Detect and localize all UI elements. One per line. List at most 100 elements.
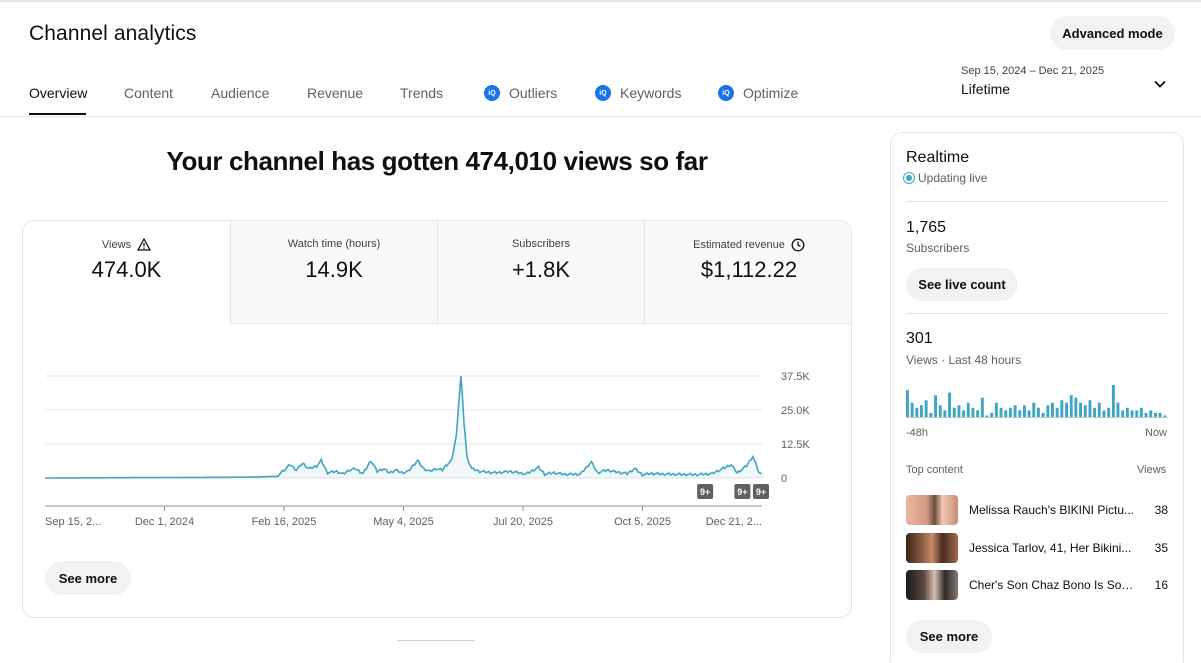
realtime-bar bbox=[1111, 385, 1115, 418]
tab-revenue[interactable]: Revenue bbox=[307, 84, 363, 102]
realtime-bar-chart[interactable] bbox=[906, 383, 1168, 418]
realtime-bar bbox=[910, 402, 914, 418]
realtime-bar bbox=[1055, 407, 1059, 418]
realtime-bar bbox=[1125, 407, 1129, 418]
metric-tab-subscribers[interactable]: Subscribers +1.8K bbox=[437, 221, 644, 324]
realtime-see-more-button[interactable]: See more bbox=[906, 620, 992, 653]
tab-keywords[interactable]: iQ Keywords bbox=[595, 84, 681, 102]
tab-content[interactable]: Content bbox=[124, 84, 173, 102]
views-line-chart[interactable]: 37.5K 25.0K 12.5K 0 Sep 15, 2... Dec 1, 2024 F… bbox=[23, 324, 852, 534]
realtime-bar bbox=[990, 412, 994, 418]
metric-value: +1.8K bbox=[511, 257, 571, 282]
realtime-bar bbox=[1144, 412, 1148, 418]
warning-icon[interactable] bbox=[137, 238, 152, 251]
realtime-bar bbox=[1163, 415, 1167, 418]
realtime-bar bbox=[1130, 410, 1134, 418]
tab-overview[interactable]: Overview bbox=[29, 84, 87, 102]
realtime-bar bbox=[1051, 402, 1054, 418]
metric-label: Subscribers bbox=[438, 238, 644, 250]
tab-label: Optimize bbox=[743, 85, 799, 101]
realtime-bar bbox=[1107, 407, 1111, 418]
top-content-row[interactable]: Jessica Tarlov, 41, Her Bikini... 35 bbox=[906, 533, 1168, 563]
realtime-card: Realtime Updating live 1,765 Subscribers… bbox=[890, 132, 1184, 663]
realtime-bar bbox=[1083, 405, 1087, 418]
realtime-bar bbox=[1060, 400, 1064, 418]
live-status: Updating live bbox=[903, 171, 987, 185]
subscribers-count: 1,765 bbox=[906, 219, 947, 236]
realtime-bar bbox=[943, 410, 947, 418]
realtime-bar bbox=[1008, 407, 1012, 418]
realtime-bar bbox=[1023, 405, 1026, 418]
publish-marker-label: 9+ bbox=[737, 487, 747, 497]
publish-marker-label: 9+ bbox=[756, 487, 766, 497]
realtime-bar bbox=[966, 402, 970, 418]
top-content-row[interactable]: Melissa Rauch's BIKINI Pictu... 38 bbox=[906, 495, 1168, 525]
x-tick-label: May 4, 2025 bbox=[373, 516, 434, 528]
realtime-bar bbox=[920, 405, 923, 418]
y-tick-label: 0 bbox=[781, 473, 787, 485]
realtime-bar bbox=[948, 392, 951, 418]
clock-icon[interactable] bbox=[791, 238, 805, 252]
publish-marker-box bbox=[734, 484, 751, 499]
tab-label: Revenue bbox=[307, 85, 364, 101]
realtime-bar bbox=[976, 410, 980, 418]
iq-badge-icon: iQ bbox=[595, 85, 611, 101]
metric-label-text: Views bbox=[101, 238, 132, 251]
realtime-bar bbox=[934, 395, 937, 418]
tab-optimize[interactable]: iQ Optimize bbox=[718, 84, 798, 102]
publish-marker-label: 9+ bbox=[700, 487, 710, 497]
video-thumbnail bbox=[906, 570, 958, 600]
realtime-bar bbox=[1018, 410, 1022, 418]
subscribers-label: Subscribers bbox=[906, 241, 970, 255]
chevron-down-icon[interactable] bbox=[1153, 77, 1167, 91]
views-series-line bbox=[45, 375, 763, 479]
realtime-bar bbox=[1088, 400, 1092, 418]
advanced-mode-button[interactable]: Advanced mode bbox=[1050, 16, 1175, 50]
video-views: 38 bbox=[1154, 503, 1168, 517]
overview-chart-card: Views 474.0K Watch time (hours) 14.9K Su… bbox=[22, 220, 852, 618]
date-period-label[interactable]: Lifetime bbox=[961, 81, 1011, 97]
publish-marker: 9+ bbox=[753, 484, 769, 499]
y-tick-label: 37.5K bbox=[781, 371, 810, 383]
realtime-bar bbox=[1149, 410, 1153, 418]
metric-tab-watch-time[interactable]: Watch time (hours) 14.9K bbox=[230, 221, 437, 324]
metric-tab-revenue[interactable]: Estimated revenue $1,112.22 bbox=[644, 221, 851, 324]
top-content-header: Top content bbox=[906, 464, 963, 476]
realtime-bar bbox=[915, 407, 919, 418]
publish-marker: 9+ bbox=[697, 484, 714, 499]
video-thumbnail bbox=[906, 495, 958, 525]
realtime-bar bbox=[1041, 412, 1045, 418]
divider bbox=[906, 313, 1169, 314]
see-more-button[interactable]: See more bbox=[45, 561, 131, 595]
y-tick-label: 12.5K bbox=[781, 439, 810, 451]
realtime-bar bbox=[1079, 402, 1082, 418]
top-content-row[interactable]: Cher's Son Chaz Bono Is So ... 16 bbox=[906, 570, 1168, 600]
metric-value: $1,112.22 bbox=[700, 257, 798, 282]
x-tick-label: Jul 20, 2025 bbox=[493, 516, 553, 528]
y-tick-label: 25.0K bbox=[781, 405, 810, 417]
realtime-bar bbox=[1116, 402, 1120, 418]
metric-label-text: Estimated revenue bbox=[693, 239, 785, 251]
realtime-bar bbox=[1139, 407, 1143, 418]
realtime-bar bbox=[1154, 412, 1157, 418]
tab-label: Overview bbox=[29, 85, 88, 101]
realtime-bar bbox=[1065, 402, 1068, 418]
realtime-bar bbox=[952, 407, 956, 418]
tab-audience[interactable]: Audience bbox=[211, 84, 269, 102]
see-live-count-button[interactable]: See live count bbox=[906, 268, 1018, 301]
video-views: 35 bbox=[1154, 541, 1168, 555]
metric-value: 14.9K bbox=[305, 257, 363, 282]
video-title: Jessica Tarlov, 41, Her Bikini... bbox=[969, 541, 1132, 555]
metric-label-text: Subscribers bbox=[511, 238, 571, 250]
metric-tab-views[interactable]: Views 474.0K bbox=[23, 221, 230, 324]
realtime-bar bbox=[1102, 410, 1106, 418]
video-views: 16 bbox=[1154, 578, 1168, 592]
tab-label: Audience bbox=[211, 85, 270, 101]
video-thumbnail bbox=[906, 533, 958, 563]
realtime-bar bbox=[1013, 405, 1017, 418]
video-title: Cher's Son Chaz Bono Is So ... bbox=[969, 578, 1134, 592]
realtime-bar bbox=[929, 412, 933, 418]
tab-outliers[interactable]: iQ Outliers bbox=[484, 84, 557, 102]
metric-value: 474.0K bbox=[91, 257, 162, 282]
tab-trends[interactable]: Trends bbox=[400, 84, 443, 102]
